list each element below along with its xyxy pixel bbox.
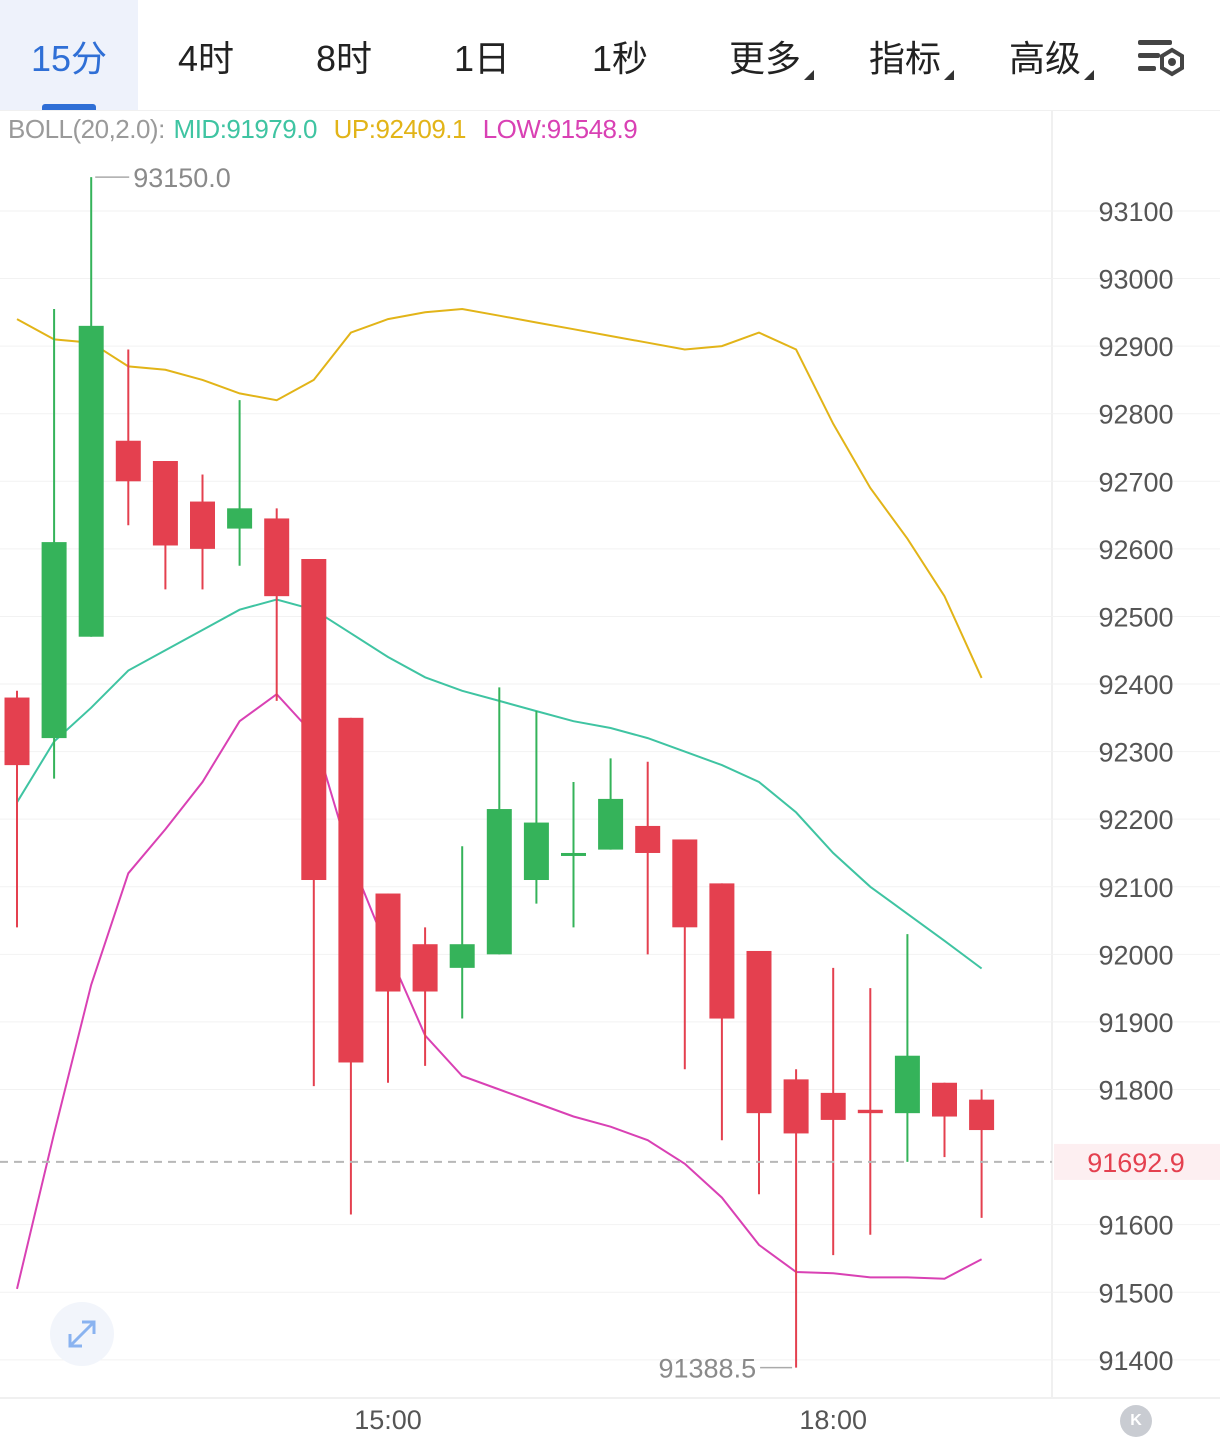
candle-body-down [932, 1082, 957, 1117]
candle-body-down [152, 461, 178, 546]
y-tick-label: 91800 [1098, 1076, 1173, 1106]
boll-low-value: LOW:91548.9 [482, 114, 638, 144]
boll-mid-value: MID:91979.0 [173, 114, 318, 144]
tab-indicators-label: 指标 [868, 38, 941, 79]
y-tick-label: 92600 [1098, 535, 1173, 565]
candle-body-down [375, 893, 401, 992]
candle-body-up [78, 325, 104, 637]
candle-body-up [486, 809, 512, 955]
candle-body-up [227, 508, 253, 529]
candle-body-down [338, 717, 364, 1063]
y-tick-label: 92000 [1098, 940, 1173, 970]
y-tick-label: 92400 [1098, 670, 1173, 700]
high-annotation-label: 93150.0 [133, 163, 231, 193]
candle-body-down [264, 518, 290, 597]
y-tick-label: 92200 [1098, 805, 1173, 835]
y-tick-label: 92900 [1098, 332, 1173, 362]
tab-4h[interactable]: 4时 [138, 0, 274, 110]
tab-indicators[interactable]: 指标 [850, 0, 960, 110]
candle-body-up [41, 542, 67, 739]
y-tick-label: 91600 [1098, 1211, 1173, 1241]
y-tick-label: 92100 [1098, 873, 1173, 903]
active-tab-indicator [42, 104, 96, 110]
boll-lower-line [16, 692, 983, 1290]
candle-body-down [115, 440, 141, 482]
boll-upper-line [16, 307, 983, 679]
tab-1s-label: 1秒 [591, 38, 649, 79]
y-tick-label: 92800 [1098, 400, 1173, 430]
tab-1s[interactable]: 1秒 [550, 0, 690, 110]
tab-15m[interactable]: 15分 [0, 0, 138, 110]
tab-more[interactable]: 更多 [710, 0, 820, 110]
candle-body-down [709, 883, 735, 1019]
candle-body-down [301, 559, 327, 881]
chart-settings-icon[interactable] [1132, 36, 1192, 86]
y-tick-label: 91900 [1098, 1008, 1173, 1038]
y-tick-label: 92700 [1098, 467, 1173, 497]
candle-body-up [894, 1055, 920, 1114]
candle-body-down [4, 697, 30, 766]
candle-body-up [598, 798, 624, 850]
timeframe-tabs: 15分 4时 8时 1日 1秒 更多 指标 高级 [0, 0, 1220, 111]
dropdown-triangle-icon [804, 70, 814, 80]
current-price-label: 91692.9 [1087, 1148, 1185, 1178]
low-annotation-label: 91388.5 [658, 1354, 756, 1384]
y-tick-label: 92500 [1098, 602, 1173, 632]
tab-more-label: 更多 [728, 38, 801, 79]
tab-advanced-label: 高级 [1008, 38, 1081, 79]
candle-body-down [746, 950, 772, 1114]
tab-1d-label: 1日 [453, 38, 511, 79]
boll-name: BOLL(20,2.0): [8, 114, 165, 144]
tab-8h[interactable]: 8时 [274, 0, 414, 110]
candle-body-up [449, 944, 475, 968]
candle-body-up [561, 852, 586, 856]
candle-body-down [672, 839, 698, 928]
candle-body-down [190, 501, 215, 549]
boll-up-value: UP:92409.1 [333, 114, 467, 144]
candle-body-down [969, 1099, 995, 1131]
expand-icon[interactable] [50, 1302, 114, 1366]
x-tick-label: 15:00 [354, 1405, 422, 1435]
boll-legend: BOLL(20,2.0): MID:91979.0 UP:92409.1 LOW… [8, 114, 647, 145]
tab-8h-label: 8时 [315, 38, 373, 79]
dropdown-triangle-icon [944, 70, 954, 80]
k-logo-icon[interactable]: K [1120, 1405, 1152, 1437]
candle-body-down [412, 944, 438, 992]
tab-1d[interactable]: 1日 [414, 0, 550, 110]
y-tick-label: 93000 [1098, 265, 1173, 295]
candle-body-down [783, 1079, 809, 1134]
current-price-badge [1054, 1143, 1220, 1180]
x-tick-label: 18:00 [799, 1405, 867, 1435]
candle-body-up [523, 822, 549, 881]
tab-advanced[interactable]: 高级 [990, 0, 1100, 110]
candle-body-down [820, 1092, 846, 1120]
candle-body-down [635, 825, 661, 853]
tab-15m-label: 15分 [30, 38, 108, 79]
y-tick-label: 91400 [1098, 1346, 1173, 1376]
tab-4h-label: 4时 [177, 38, 235, 79]
y-tick-label: 92300 [1098, 738, 1173, 768]
dropdown-triangle-icon [1084, 70, 1094, 80]
y-tick-label: 93100 [1098, 197, 1173, 227]
y-tick-label: 91500 [1098, 1278, 1173, 1308]
candlestick-chart[interactable]: 93100 93000 92900 92800 92700 92600 92500 92400… [0, 110, 1220, 1447]
candle-body-down [857, 1109, 883, 1114]
